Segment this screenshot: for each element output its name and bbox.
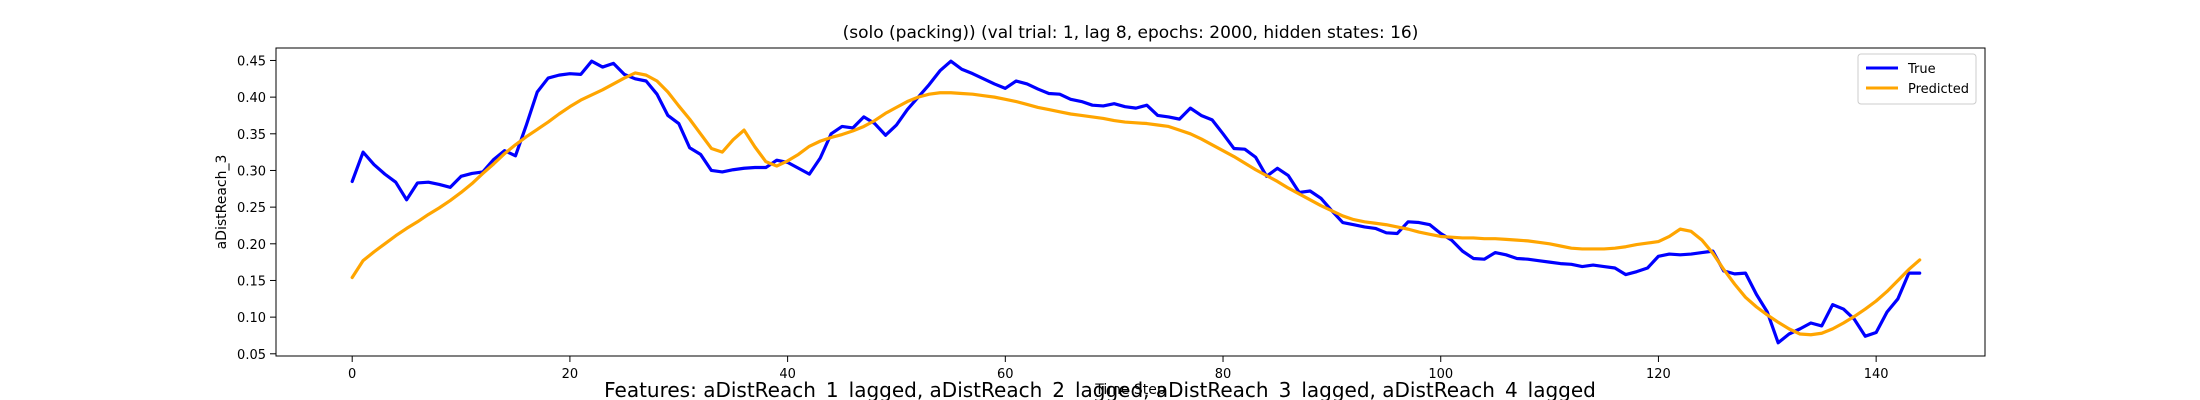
chart-title: (solo (packing)) (val trial: 1, lag 8, e… — [843, 23, 1419, 43]
x-tick-label: 80 — [1215, 367, 1232, 382]
x-tick-label: 100 — [1428, 367, 1453, 382]
y-axis: 0.05 0.10 0.15 0.20 0.25 0.30 0.35 0.40 0.45 — [237, 54, 276, 363]
y-tick-label: 0.45 — [237, 54, 266, 69]
legend-label-true: True — [1907, 62, 1936, 77]
series-line-predicted — [350, 71, 1922, 337]
y-tick-label: 0.25 — [237, 201, 266, 216]
x-tick-label: 20 — [562, 367, 579, 382]
y-tick-label: 0.20 — [237, 238, 266, 253]
features-caption: Features: aDistReach_1_lagged, aDistReac… — [604, 378, 1596, 400]
y-tick-label: 0.10 — [237, 311, 266, 326]
y-tick-label: 0.05 — [237, 348, 266, 363]
y-tick-label: 0.15 — [237, 274, 266, 289]
x-tick-label: 60 — [997, 367, 1014, 382]
x-tick-label: 120 — [1646, 367, 1671, 382]
y-axis-label: aDistReach_3 — [214, 155, 230, 250]
x-tick-label: 140 — [1864, 367, 1889, 382]
y-tick-label: 0.35 — [237, 128, 266, 143]
x-axis-label: Time Step — [1094, 382, 1166, 398]
y-tick-label: 0.30 — [237, 164, 266, 179]
x-tick-label: 0 — [348, 367, 356, 382]
legend: True Predicted — [1857, 53, 1977, 105]
plot-frame — [275, 47, 1986, 357]
series-layer — [350, 59, 1922, 345]
series-line-true — [350, 59, 1922, 345]
legend-label-predicted: Predicted — [1908, 82, 1969, 97]
x-tick-label: 40 — [779, 367, 796, 382]
y-tick-label: 0.40 — [237, 91, 266, 106]
x-axis: 0 20 40 60 80 100 120 140 — [348, 356, 1889, 382]
